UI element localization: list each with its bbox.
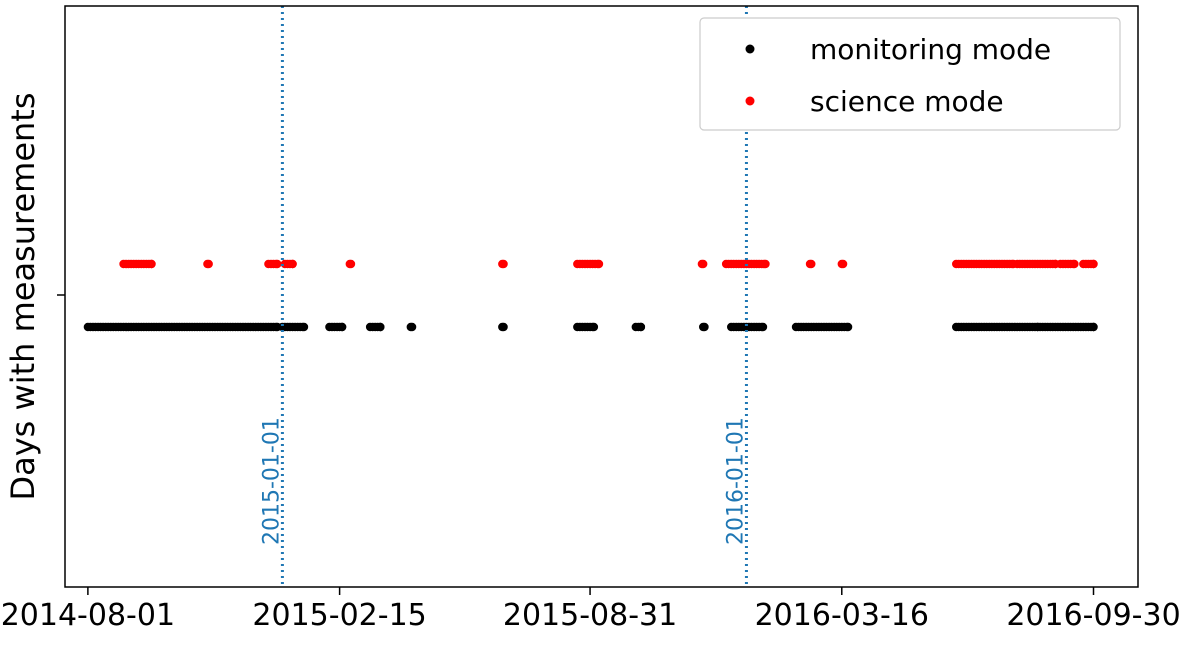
data-point — [147, 259, 156, 269]
data-point — [843, 322, 853, 332]
vline-label-0: 2015-01-01 — [259, 417, 284, 545]
x-tick-label: 2014-08-01 — [1, 598, 175, 633]
legend-entry-monitoring: monitoring mode — [810, 33, 1051, 66]
legend-marker-monitoring — [745, 44, 755, 54]
legend-entry-science: science mode — [810, 85, 1004, 118]
data-point — [636, 322, 646, 332]
data-point — [288, 259, 297, 269]
data-point — [204, 259, 213, 269]
y-axis: Days with measurements — [4, 92, 65, 501]
data-point — [594, 259, 604, 269]
legend: monitoring mode science mode — [699, 17, 1121, 131]
data-point — [1070, 259, 1079, 269]
x-tick-label: 2015-08-31 — [503, 598, 677, 633]
data-point — [1089, 259, 1098, 269]
data-point — [346, 259, 356, 269]
y-axis-label: Days with measurements — [4, 92, 42, 500]
data-point — [589, 322, 599, 332]
data-point — [758, 322, 768, 332]
vline-label-1: 2016-01-01 — [723, 417, 748, 545]
data-point — [1089, 322, 1098, 332]
data-point — [807, 259, 816, 269]
x-tick-label: 2016-03-16 — [755, 598, 929, 633]
series-0 — [83, 322, 1098, 332]
data-point — [273, 259, 282, 269]
data-point — [499, 259, 508, 269]
series-1 — [119, 259, 1098, 269]
data-point — [376, 322, 385, 332]
data-point — [299, 322, 309, 332]
x-axis: 2014-08-01 2015-02-15 2015-08-31 2016-03-16… — [1, 587, 1181, 633]
x-tick-label: 2015-02-15 — [252, 598, 426, 633]
data-point — [761, 259, 770, 269]
legend-marker-science — [745, 96, 755, 106]
data-point — [699, 259, 708, 269]
data-point — [700, 322, 709, 332]
data-point — [499, 322, 508, 332]
data-point — [407, 322, 417, 332]
data-point — [838, 259, 848, 269]
data-point — [337, 322, 347, 332]
data-points — [83, 259, 1098, 332]
legend-box — [699, 17, 1121, 131]
x-tick-label: 2016-09-30 — [1006, 598, 1180, 633]
plot-frame — [64, 5, 1139, 588]
reference-lines: 2015-01-01 2016-01-01 — [259, 6, 748, 587]
